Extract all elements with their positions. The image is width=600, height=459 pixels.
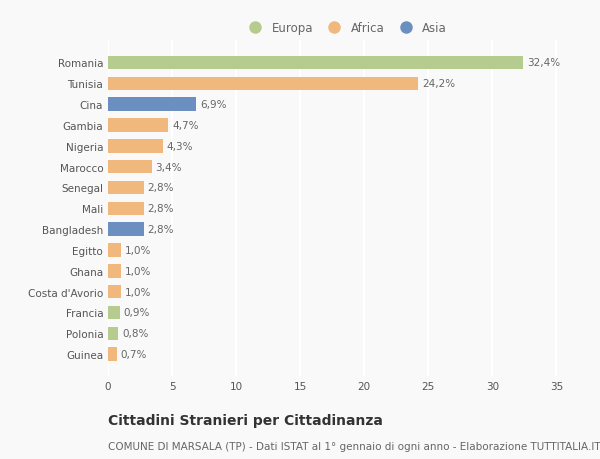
Bar [108, 202, 144, 216]
Text: COMUNE DI MARSALA (TP) - Dati ISTAT al 1° gennaio di ogni anno - Elaborazione TU: COMUNE DI MARSALA (TP) - Dati ISTAT al 1… [108, 441, 600, 451]
Legend: Europa, Africa, Asia: Europa, Africa, Asia [238, 17, 452, 39]
Text: 4,3%: 4,3% [167, 141, 193, 151]
Bar [108, 181, 144, 195]
Text: 0,9%: 0,9% [124, 308, 150, 318]
Text: 1,0%: 1,0% [125, 246, 151, 255]
Bar [108, 264, 121, 278]
Text: 3,4%: 3,4% [155, 162, 182, 172]
Text: Cittadini Stranieri per Cittadinanza: Cittadini Stranieri per Cittadinanza [108, 413, 383, 427]
Text: 1,0%: 1,0% [125, 287, 151, 297]
Text: 1,0%: 1,0% [125, 266, 151, 276]
Bar [108, 140, 163, 153]
Bar [108, 285, 121, 299]
Bar [108, 77, 418, 91]
Text: 0,7%: 0,7% [121, 349, 147, 359]
Bar [108, 223, 144, 236]
Bar [108, 161, 152, 174]
Text: 2,8%: 2,8% [148, 224, 174, 235]
Text: 24,2%: 24,2% [422, 79, 455, 89]
Text: 32,4%: 32,4% [527, 58, 560, 68]
Text: 6,9%: 6,9% [200, 100, 227, 110]
Bar [108, 56, 523, 70]
Bar [108, 347, 117, 361]
Bar [108, 306, 119, 319]
Text: 2,8%: 2,8% [148, 204, 174, 214]
Bar [108, 98, 196, 112]
Text: 0,8%: 0,8% [122, 329, 148, 339]
Text: 2,8%: 2,8% [148, 183, 174, 193]
Text: 4,7%: 4,7% [172, 121, 199, 131]
Bar [108, 327, 118, 341]
Bar [108, 244, 121, 257]
Bar [108, 119, 168, 133]
